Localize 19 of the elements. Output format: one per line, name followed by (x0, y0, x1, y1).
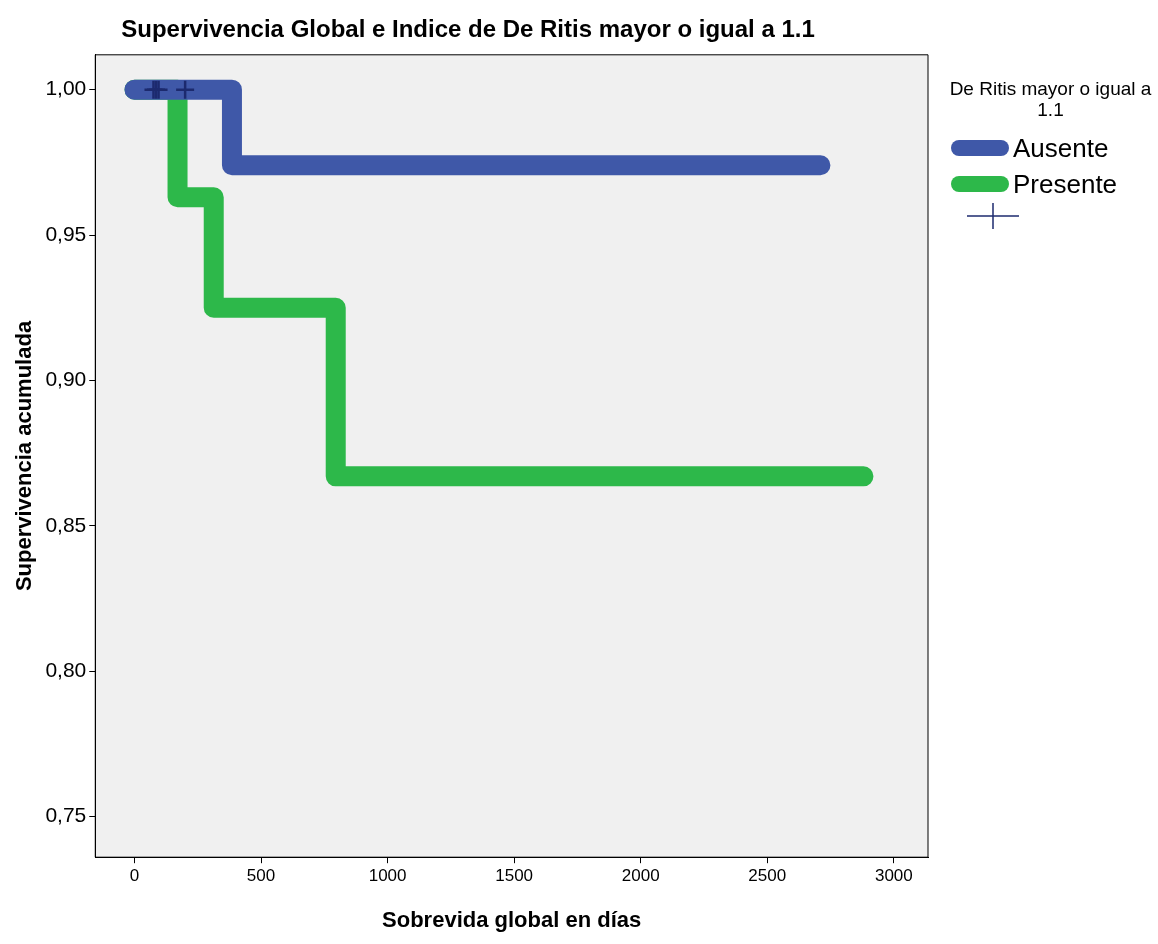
y-tick-label: 0,80 (45, 657, 87, 681)
legend-title: De Ritis mayor o igual a 1.1 (948, 78, 1153, 120)
x-tick-label: 3000 (874, 866, 913, 886)
x-tick-label: 2500 (748, 866, 787, 886)
x-tick-label: 0 (129, 866, 140, 886)
y-tick-label: 0,95 (45, 221, 87, 245)
x-tick-label: 1500 (495, 866, 534, 886)
chart-title: Supervivencia Global e Indice de De Ritis mayor o igual a 1.1 (121, 15, 815, 43)
x-tick-label: 500 (246, 866, 276, 886)
legend-label: Presente (1013, 168, 1118, 200)
x-tick-label: 1000 (368, 866, 407, 886)
x-tick-label: 2000 (621, 866, 660, 886)
y-tick-label: 0,75 (45, 803, 87, 827)
y-tick-label: 0,90 (45, 367, 87, 391)
x-axis-title: Sobrevida global en días (382, 906, 642, 932)
y-tick-label: 0,85 (45, 512, 87, 536)
legend-label: Ausente (1013, 132, 1109, 164)
y-tick-label: 1,00 (45, 76, 87, 100)
y-axis-title: Supervivencia acumulada (11, 320, 37, 592)
